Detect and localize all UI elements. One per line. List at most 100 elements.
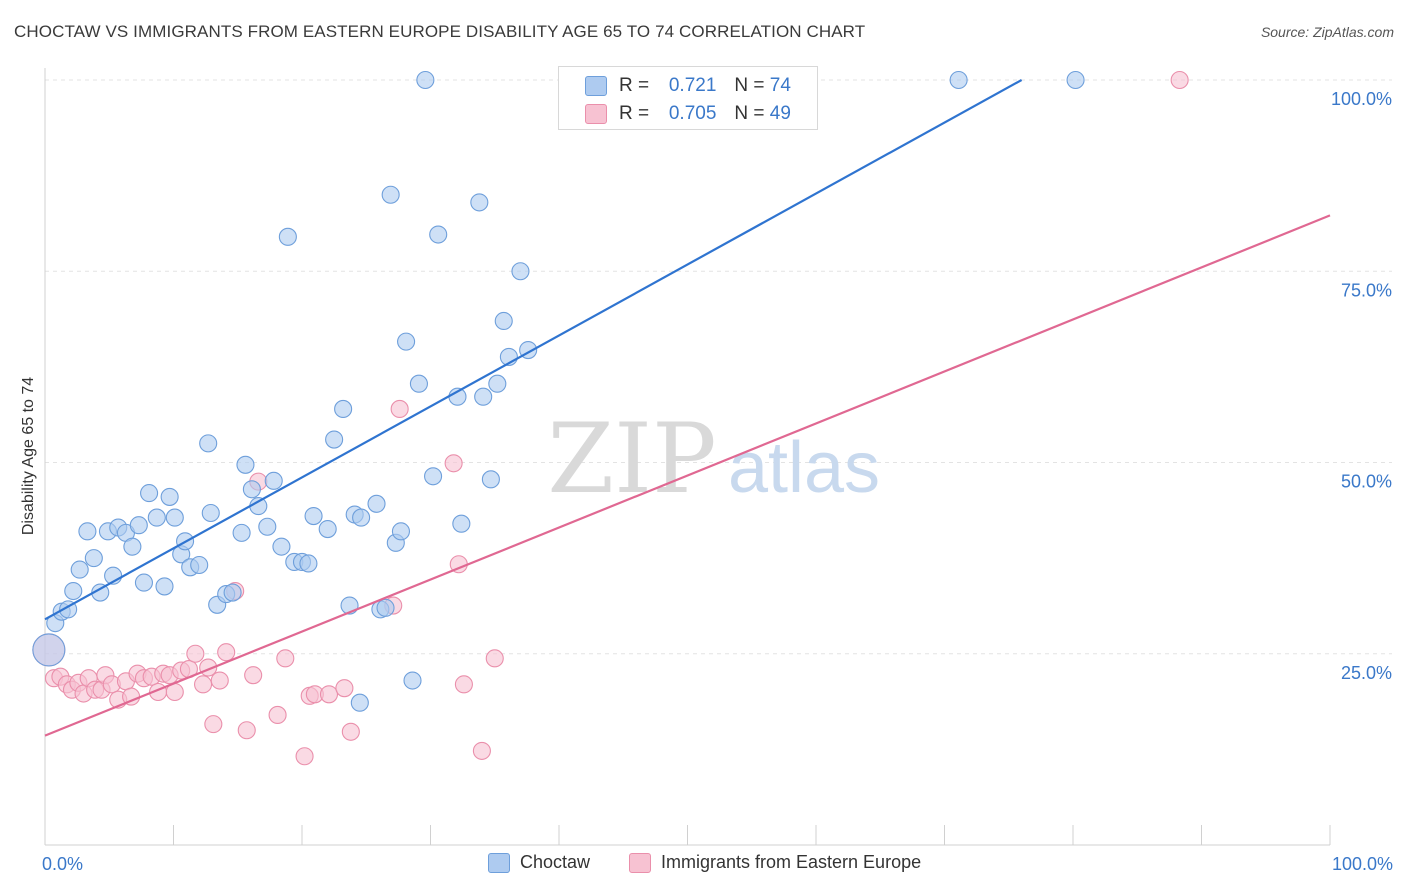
legend-row-immigrants: R = 0.705 N = 49 bbox=[585, 103, 791, 125]
choctaw-point bbox=[249, 497, 268, 516]
immigrants-point bbox=[237, 721, 256, 740]
choctaw-point bbox=[201, 503, 220, 523]
y-tick-label: 75.0% bbox=[1341, 280, 1392, 300]
choctaw-point bbox=[236, 455, 255, 474]
immigrants-point bbox=[485, 649, 504, 668]
choctaw-point bbox=[272, 537, 291, 556]
choctaw-point bbox=[416, 70, 435, 90]
immigrants-point bbox=[186, 644, 205, 663]
legend-n-label: N = bbox=[734, 75, 765, 96]
gridlines bbox=[45, 79, 1392, 655]
immigrants-point bbox=[1170, 70, 1189, 90]
watermark-zip: ZIP bbox=[547, 403, 716, 515]
axes bbox=[44, 68, 1331, 846]
y-tick-label: 100.0% bbox=[1331, 89, 1392, 109]
immigrants-point bbox=[276, 649, 295, 668]
legend-swatch-pink bbox=[585, 104, 607, 124]
legend-label-choctaw: Choctaw bbox=[520, 852, 591, 872]
choctaw-point bbox=[381, 185, 400, 204]
choctaw-point bbox=[429, 225, 448, 244]
legend-label-immigrants: Immigrants from Eastern Europe bbox=[661, 852, 922, 872]
immigrants-point bbox=[204, 715, 223, 734]
choctaw-point bbox=[223, 583, 242, 602]
choctaw-point bbox=[140, 484, 159, 503]
choctaw-trend-line bbox=[44, 79, 1023, 621]
y-axis-label: Disability Age 65 to 74 bbox=[20, 377, 37, 535]
y-tick-label: 25.0% bbox=[1341, 663, 1392, 683]
immigrants-point bbox=[454, 675, 473, 694]
choctaw-point bbox=[470, 193, 489, 212]
choctaw-point bbox=[481, 470, 500, 489]
immigrants-point bbox=[335, 679, 354, 698]
series-choctaw-points bbox=[32, 70, 1085, 712]
choctaw-point bbox=[376, 598, 395, 617]
choctaw-point bbox=[264, 471, 283, 490]
choctaw-point bbox=[190, 555, 209, 575]
choctaw-point bbox=[397, 332, 416, 351]
legend-swatch-immigrants bbox=[629, 852, 651, 873]
choctaw-point bbox=[84, 549, 103, 568]
legend-n-value: 49 bbox=[769, 103, 791, 124]
immigrants-point bbox=[268, 705, 287, 725]
legend-item-immigrants[interactable]: Immigrants from Eastern Europe bbox=[629, 852, 921, 873]
trend-lines bbox=[44, 79, 1331, 737]
choctaw-point bbox=[474, 387, 493, 406]
immigrants-point bbox=[194, 675, 213, 694]
choctaw-point bbox=[147, 508, 166, 527]
choctaw-point bbox=[155, 577, 174, 596]
legend-row-choctaw: R = 0.721 N = 74 bbox=[585, 75, 791, 97]
choctaw-point bbox=[452, 514, 471, 533]
legend-swatch-choctaw bbox=[488, 852, 510, 873]
immigrants-point bbox=[444, 454, 463, 473]
y-tick-label: 50.0% bbox=[1341, 472, 1392, 492]
choctaw-point bbox=[232, 523, 251, 542]
immigrants-point bbox=[244, 666, 263, 685]
choctaw-point bbox=[367, 494, 386, 513]
choctaw-point bbox=[1066, 70, 1085, 90]
legend-r-label: R = bbox=[619, 75, 650, 96]
choctaw-point bbox=[494, 311, 513, 331]
immigrants-point bbox=[295, 747, 314, 766]
legend-n-value: 74 bbox=[769, 75, 791, 96]
x-tick-label: 100.0% bbox=[1332, 854, 1393, 874]
choctaw-point bbox=[334, 399, 353, 419]
legend-r-value: 0.721 bbox=[668, 75, 717, 96]
immigrants-trend-line bbox=[44, 214, 1331, 737]
choctaw-point bbox=[199, 434, 218, 453]
source-credit: Source: ZipAtlas.com bbox=[1260, 24, 1394, 40]
correlation-legend: R = 0.721 N = 74 R = 0.705 N = 49 bbox=[558, 66, 818, 130]
choctaw-point bbox=[78, 522, 97, 541]
choctaw-point bbox=[258, 517, 277, 536]
choctaw-point bbox=[242, 480, 261, 499]
choctaw-point bbox=[64, 581, 83, 601]
choctaw-point bbox=[352, 508, 371, 527]
choctaw-point bbox=[160, 487, 179, 506]
immigrants-point bbox=[210, 671, 229, 690]
choctaw-point bbox=[129, 516, 148, 535]
tick-labels: 25.0% 50.0% 75.0% 100.0% 0.0% 100.0% bbox=[42, 89, 1393, 874]
choctaw-point bbox=[391, 522, 410, 541]
choctaw-point bbox=[424, 467, 443, 486]
immigrants-point bbox=[217, 643, 236, 662]
choctaw-point bbox=[304, 506, 323, 526]
chart-title: CHOCTAW VS IMMIGRANTS FROM EASTERN EUROP… bbox=[14, 22, 866, 41]
immigrants-point bbox=[319, 685, 339, 704]
immigrants-point bbox=[341, 722, 360, 741]
legend-r-label: R = bbox=[619, 103, 650, 124]
choctaw-point bbox=[325, 430, 344, 449]
choctaw-point bbox=[488, 374, 507, 393]
choctaw-point bbox=[165, 508, 184, 527]
choctaw-point bbox=[134, 573, 153, 592]
x-tick-label: 0.0% bbox=[42, 854, 83, 874]
choctaw-point bbox=[350, 693, 369, 712]
choctaw-point bbox=[299, 554, 318, 573]
choctaw-point bbox=[403, 671, 422, 690]
legend-swatch-blue bbox=[585, 76, 607, 96]
series-legend: Choctaw Immigrants from Eastern Europe bbox=[0, 852, 1406, 878]
legend-r-value: 0.705 bbox=[668, 103, 717, 124]
legend-item-choctaw[interactable]: Choctaw bbox=[488, 852, 590, 873]
choctaw-point bbox=[32, 633, 66, 667]
immigrants-point bbox=[472, 741, 491, 760]
choctaw-point bbox=[278, 227, 297, 246]
